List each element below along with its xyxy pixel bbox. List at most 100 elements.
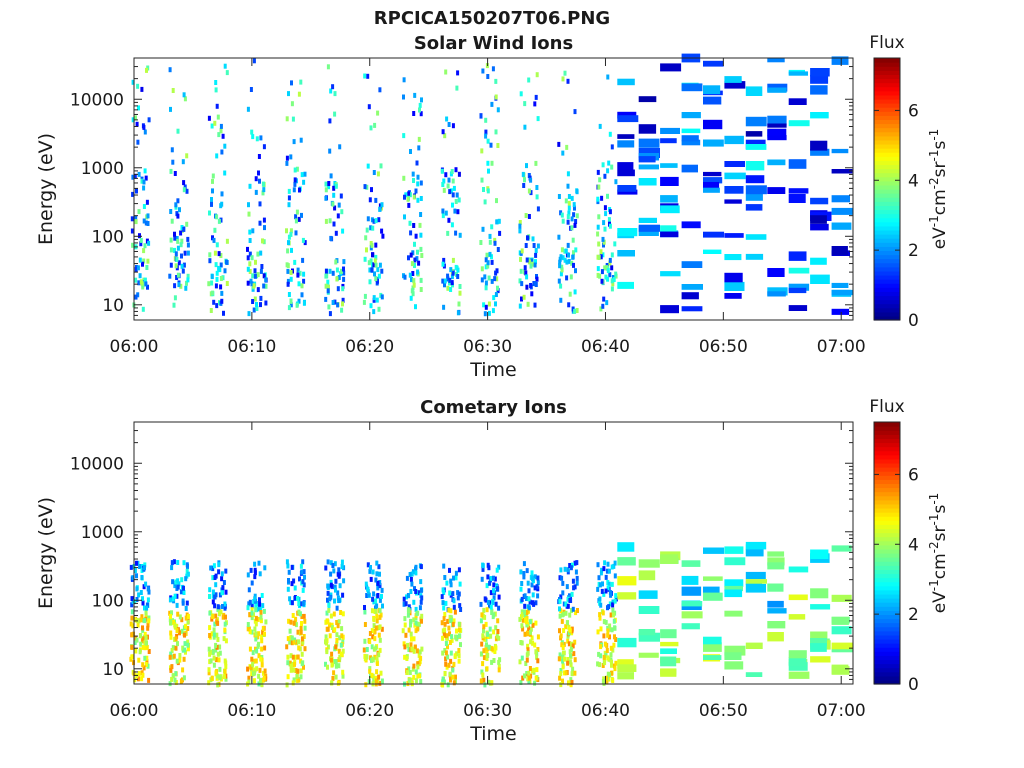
data-cell <box>340 633 344 639</box>
data-cell <box>810 638 827 646</box>
data-cell <box>447 662 451 668</box>
data-cell <box>767 128 787 136</box>
data-cell <box>253 574 257 580</box>
colorbar-band <box>874 127 900 133</box>
data-cell <box>458 627 461 633</box>
data-cell <box>703 119 723 130</box>
data-cell <box>411 285 415 291</box>
data-cell <box>489 142 493 148</box>
colorbar-band <box>874 573 900 579</box>
data-cell <box>788 120 810 127</box>
data-cell <box>724 186 744 194</box>
data-cell <box>341 648 345 654</box>
data-cell <box>300 614 304 619</box>
data-cell <box>185 568 189 574</box>
data-cell <box>185 153 189 159</box>
data-cell <box>571 666 575 672</box>
data-cell <box>224 614 227 620</box>
data-cell <box>454 230 458 236</box>
data-cell <box>573 560 577 566</box>
data-cell <box>570 671 574 677</box>
data-cell <box>211 575 215 581</box>
data-cell <box>330 680 334 686</box>
data-cell <box>182 180 186 186</box>
data-cell <box>610 286 614 292</box>
data-cell <box>602 242 605 248</box>
data-cell <box>810 604 831 610</box>
data-cell <box>409 295 413 301</box>
data-cell <box>341 228 345 234</box>
data-cell <box>176 198 180 204</box>
data-cell <box>453 609 457 615</box>
data-cell <box>363 184 367 190</box>
data-cell <box>369 225 373 231</box>
data-cell <box>603 660 607 666</box>
data-cell <box>169 262 173 268</box>
data-cell <box>367 260 371 266</box>
data-cell <box>569 274 573 280</box>
data-cell <box>479 678 483 684</box>
data-cell <box>522 574 526 580</box>
data-cell <box>141 644 145 650</box>
data-cell <box>372 297 376 303</box>
data-cell <box>485 252 489 258</box>
data-cell <box>607 160 611 166</box>
data-cell <box>604 274 608 280</box>
data-cell <box>810 631 828 642</box>
data-cell <box>451 178 455 184</box>
data-cell <box>324 565 328 571</box>
data-cell <box>130 654 134 660</box>
data-cell <box>745 161 765 171</box>
data-cell <box>409 642 413 648</box>
colorbar-band <box>874 422 900 427</box>
data-cell <box>495 219 499 225</box>
data-cell <box>598 615 602 621</box>
data-cell <box>407 604 411 610</box>
data-cell <box>141 306 145 312</box>
colorbar-band <box>874 679 900 685</box>
data-cell <box>301 237 305 243</box>
data-cell <box>135 560 138 566</box>
data-cell <box>169 651 173 657</box>
data-cell <box>767 608 787 614</box>
data-cell <box>608 257 612 263</box>
data-cell <box>302 300 306 306</box>
data-cell <box>295 209 299 215</box>
data-cell <box>446 618 450 624</box>
data-cell <box>614 271 618 277</box>
data-cell <box>180 253 183 259</box>
data-cell <box>617 557 636 566</box>
data-cell <box>332 221 336 227</box>
data-cell <box>617 592 637 600</box>
colorbar-band <box>874 119 900 125</box>
data-cell <box>611 599 615 605</box>
data-cell <box>185 573 189 579</box>
data-cell <box>342 270 346 276</box>
data-cell <box>604 652 608 658</box>
data-cell <box>146 258 150 264</box>
data-cell <box>611 281 615 287</box>
data-cell <box>289 667 293 673</box>
data-cell <box>445 664 449 670</box>
data-cell <box>703 139 724 147</box>
data-cell <box>302 278 306 284</box>
data-cell <box>176 213 180 219</box>
data-cell <box>492 295 496 301</box>
data-cell <box>175 275 179 280</box>
data-cell <box>788 194 806 203</box>
data-cell <box>246 106 250 112</box>
data-cell <box>572 651 576 657</box>
data-cell <box>288 660 292 666</box>
data-cell <box>703 249 722 254</box>
data-cell <box>724 579 744 587</box>
data-cell <box>380 228 384 234</box>
colorbar-band <box>874 675 900 681</box>
data-cell <box>248 229 252 235</box>
data-cell <box>443 621 447 627</box>
data-cell <box>638 217 657 223</box>
data-cell <box>681 603 702 610</box>
data-cell <box>139 279 143 285</box>
data-cell <box>299 629 303 635</box>
data-cell <box>448 631 451 637</box>
data-cell <box>291 654 295 660</box>
